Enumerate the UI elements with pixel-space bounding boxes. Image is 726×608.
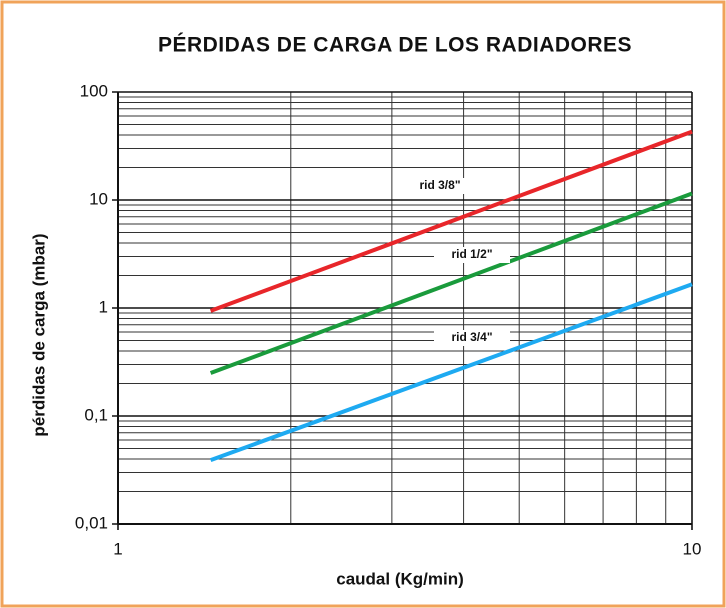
x-tick-label: 10: [683, 539, 702, 558]
line: [209, 129, 693, 313]
y-tick-label: 10: [89, 189, 108, 208]
line: [209, 282, 693, 463]
x-axis-title: caudal (Kg/min): [336, 569, 464, 588]
series-label-bg: [402, 178, 478, 194]
y-tick-label: 0,01: [75, 513, 108, 532]
y-tick-label: 100: [80, 81, 108, 100]
line: [209, 191, 693, 375]
series-label: rid 3/4": [451, 330, 492, 344]
x-tick-label: 1: [113, 539, 122, 558]
series-label: rid 1/2": [451, 247, 492, 261]
y-tick-label: 0,1: [84, 405, 108, 424]
series-label-bg: [434, 330, 510, 346]
series-label-bg: [434, 247, 510, 263]
y-axis-title: pérdidas de carga (mbar): [29, 233, 48, 436]
series-label: rid 3/8": [419, 178, 460, 192]
chart-title: PÉRDIDAS DE CARGA DE LOS RADIADORES: [158, 34, 632, 57]
y-tick-label: 1: [99, 297, 108, 316]
